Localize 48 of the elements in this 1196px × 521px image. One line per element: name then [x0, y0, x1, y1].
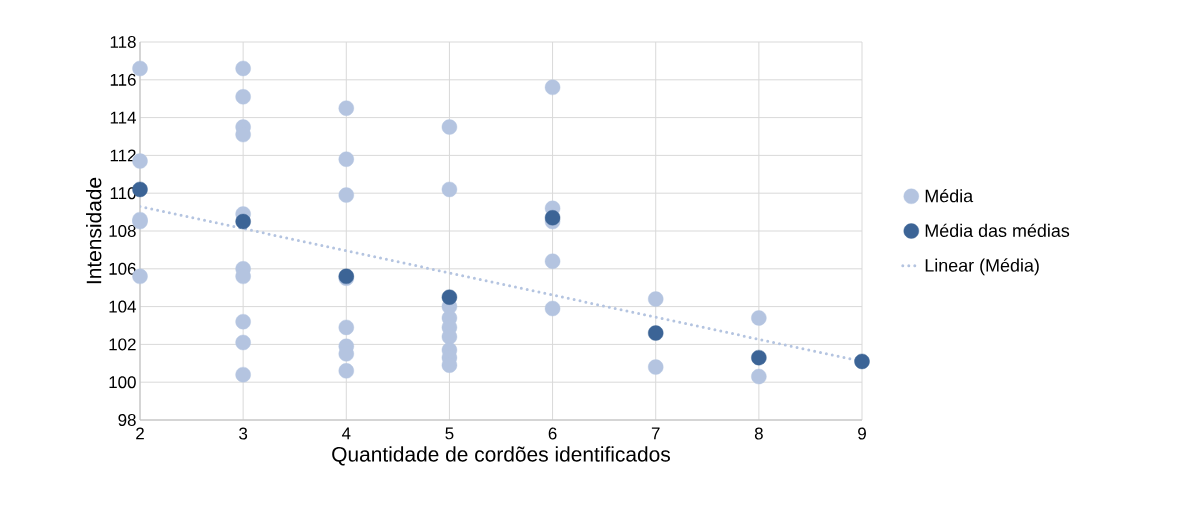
point — [544, 79, 561, 96]
point — [441, 289, 458, 305]
x-tick-label: 4 — [341, 427, 351, 440]
y-tick-label: 114 — [110, 111, 136, 124]
legend-label: Linear (Média) — [925, 258, 1039, 276]
x-tick-label: 2 — [136, 427, 144, 440]
point — [235, 314, 251, 330]
point — [338, 187, 354, 203]
y-tick-label: 106 — [109, 262, 136, 275]
point — [648, 325, 664, 341]
point — [544, 253, 561, 269]
y-tick-label: 98 — [118, 414, 136, 426]
x-tick-label: 5 — [445, 427, 454, 440]
x-tick-label: 9 — [858, 427, 866, 440]
x-tick-label: 3 — [239, 427, 248, 440]
point — [441, 119, 458, 135]
y-tick-label: 118 — [110, 36, 136, 48]
point — [544, 300, 561, 317]
y-tick-label: 116 — [110, 73, 136, 86]
point — [338, 319, 354, 336]
x-axis-title: Quantidade de cordões identificados — [332, 446, 670, 466]
point — [235, 213, 251, 230]
point — [338, 151, 354, 167]
point — [751, 310, 767, 326]
y-tick-label: 100 — [109, 376, 136, 389]
point — [854, 353, 870, 370]
y-tick-label: 108 — [109, 225, 136, 237]
point — [544, 210, 561, 226]
point — [235, 60, 251, 77]
y-tick-label: 104 — [109, 300, 136, 313]
x-tick-label: 7 — [651, 427, 660, 440]
point — [648, 359, 664, 375]
y-tick-label: 102 — [109, 338, 136, 351]
y-tick-label: 112 — [110, 149, 136, 162]
x-tick-label: 6 — [548, 427, 557, 440]
point — [235, 89, 251, 105]
point — [338, 363, 354, 379]
point — [235, 366, 251, 383]
point — [751, 349, 767, 366]
x-tick-label: 8 — [754, 427, 763, 440]
point — [648, 291, 664, 307]
point — [235, 334, 251, 351]
y-axis-title: Intensidade — [86, 177, 102, 284]
point — [338, 100, 354, 116]
legend-label: Média — [925, 188, 974, 203]
legend-label: Média das médias — [925, 223, 1070, 238]
point — [751, 368, 767, 385]
point — [441, 181, 458, 198]
